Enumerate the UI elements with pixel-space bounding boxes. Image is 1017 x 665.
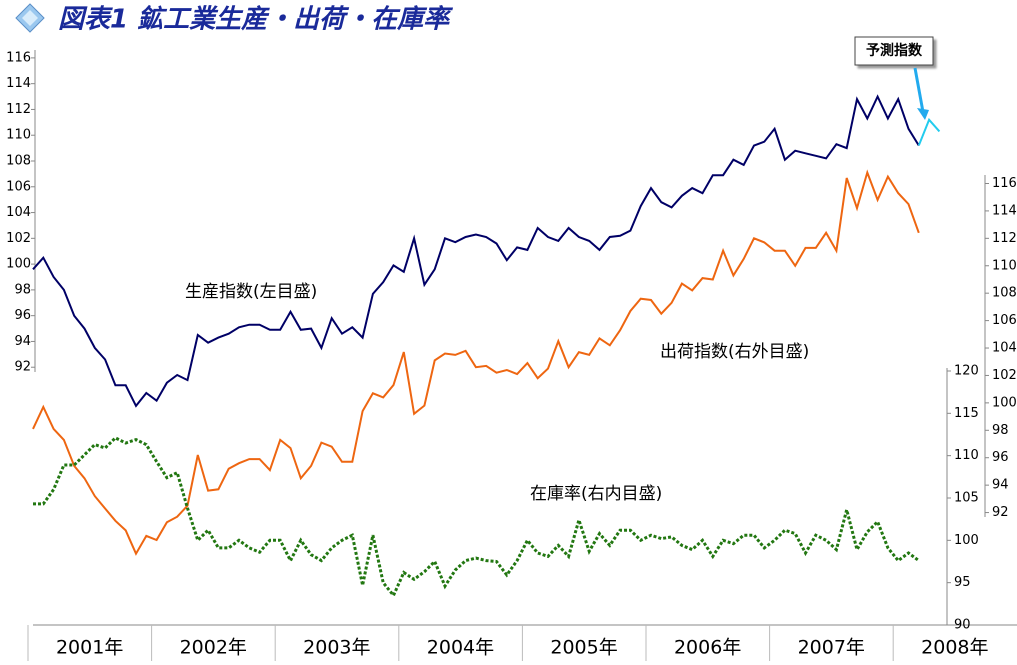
y3-tick-label: 115 xyxy=(954,406,979,421)
x-tick-label: 2005年 xyxy=(550,637,617,659)
series-line xyxy=(32,94,920,408)
axes xyxy=(33,50,1017,626)
callout-box xyxy=(854,36,934,66)
series-label: 予測指数 xyxy=(866,42,923,59)
series-line xyxy=(917,117,941,146)
y2-tick-label: 92 xyxy=(992,505,1009,520)
y-tick-label: 108 xyxy=(6,154,31,169)
chart-title: 図表1 鉱工業生産・出荷・在庫率 xyxy=(58,5,453,35)
x-tick-label: 2006年 xyxy=(674,637,741,659)
y3-tick-label: 90 xyxy=(954,618,971,633)
y-tick-label: 94 xyxy=(14,334,31,349)
x-tick-label: 2008年 xyxy=(921,637,988,659)
title-icon xyxy=(15,3,45,33)
y-tick-label: 106 xyxy=(6,179,31,194)
y2-tick-label: 100 xyxy=(992,395,1017,410)
y-tick-label: 98 xyxy=(14,282,31,297)
y-tick-label: 102 xyxy=(6,231,31,246)
x-tick-label: 2003年 xyxy=(303,637,370,659)
series-label: 生産指数(左目盛) xyxy=(185,282,317,302)
y-tick-label: 96 xyxy=(14,308,31,323)
y2-tick-label: 114 xyxy=(992,203,1017,218)
y2-tick-label: 98 xyxy=(992,423,1009,438)
y-tick-label: 104 xyxy=(6,205,31,220)
y-tick-label: 114 xyxy=(6,76,31,91)
y2-tick-label: 96 xyxy=(992,450,1009,465)
callout-arrowhead xyxy=(917,108,929,120)
y2-tick-label: 94 xyxy=(992,478,1009,493)
y2-tick-label: 110 xyxy=(992,258,1017,273)
y3-tick-label: 95 xyxy=(954,575,971,590)
x-tick-label: 2001年 xyxy=(56,637,123,659)
y3-tick-label: 100 xyxy=(954,533,979,548)
x-tick-label: 2002年 xyxy=(180,637,247,659)
series-line xyxy=(32,169,920,556)
y-tick-label: 110 xyxy=(6,128,31,143)
y2-tick-label: 112 xyxy=(992,231,1017,246)
x-tick-label: 2004年 xyxy=(427,637,494,659)
y-tick-label: 100 xyxy=(6,257,31,272)
y-tick-label: 112 xyxy=(6,102,31,117)
y3-tick-label: 120 xyxy=(954,363,979,378)
series-line xyxy=(33,436,920,599)
y2-tick-label: 104 xyxy=(992,341,1017,356)
y-tick-label: 92 xyxy=(14,360,31,375)
y3-tick-label: 105 xyxy=(954,490,979,505)
x-tick-label: 2007年 xyxy=(798,637,865,659)
y2-tick-label: 102 xyxy=(992,368,1017,383)
series-label: 出荷指数(右外目盛) xyxy=(660,342,809,362)
y3-tick-label: 110 xyxy=(954,448,979,463)
y2-tick-label: 106 xyxy=(992,313,1017,328)
y-tick-label: 116 xyxy=(6,50,31,65)
callout-arrow xyxy=(913,67,925,113)
y2-tick-label: 108 xyxy=(992,286,1017,301)
series-label: 在庫率(右内目盛) xyxy=(530,484,662,504)
y2-tick-label: 116 xyxy=(992,176,1017,191)
